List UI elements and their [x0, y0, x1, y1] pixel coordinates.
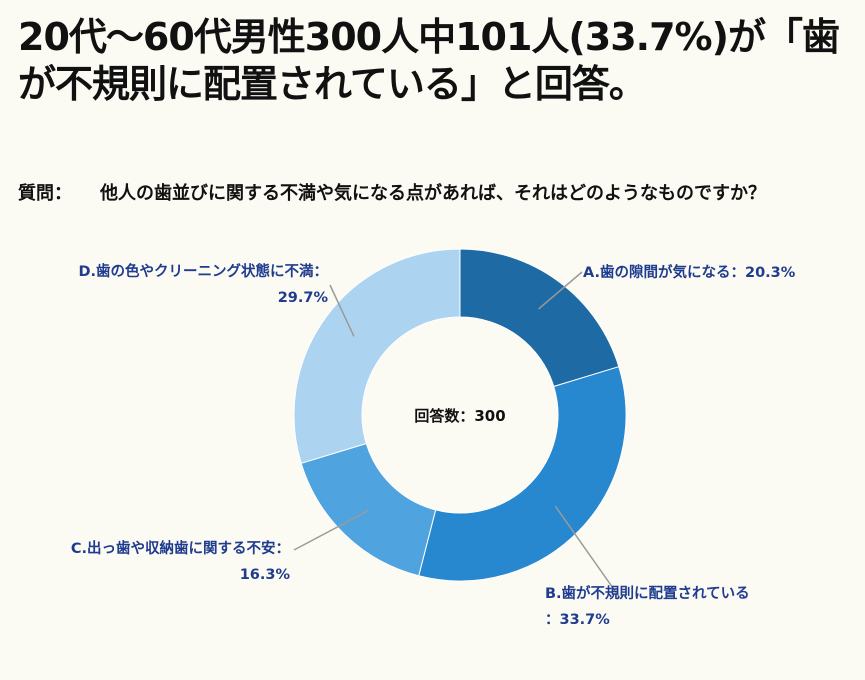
leader-line-slice-b: [554, 505, 621, 599]
headline: 20代〜60代男性300人中101人(33.7%)が「歯が不規則に配置されている…: [18, 15, 840, 106]
leader-line-slice-c: [293, 509, 370, 551]
question-text: 他人の歯並びに関する不満や気になる点があれば、それはどのようなものですか？: [100, 183, 766, 204]
donut-slices: [293, 248, 627, 582]
leader-lines: [293, 271, 621, 599]
leader-line-slice-d: [329, 284, 355, 337]
slice-label-c: C.出っ歯や収納歯に関する不安：: [71, 539, 290, 557]
slice-label-b: B.歯が不規則に配置されている: [545, 584, 750, 602]
leader-line-slice-a: [538, 271, 583, 310]
slice-d: [293, 248, 461, 464]
slice-c: [300, 442, 437, 577]
slice-label-a: A.歯の隙間が気になる：20.3%: [583, 263, 796, 281]
slice-value-c: 16.3%: [240, 567, 291, 583]
survey-question: 質問： 他人の歯並びに関する不満や気になる点があれば、それはどのようなものですか…: [18, 178, 848, 210]
slice-value-d: 29.7%: [278, 290, 329, 306]
center-total-label: 回答数：300: [414, 407, 505, 425]
slice-value-b: ：33.7%: [545, 612, 610, 628]
question-label: 質問：: [18, 183, 72, 204]
slice-b: [418, 366, 627, 582]
slice-label-d: D.歯の色やクリーニング状態に不満：: [78, 262, 328, 280]
